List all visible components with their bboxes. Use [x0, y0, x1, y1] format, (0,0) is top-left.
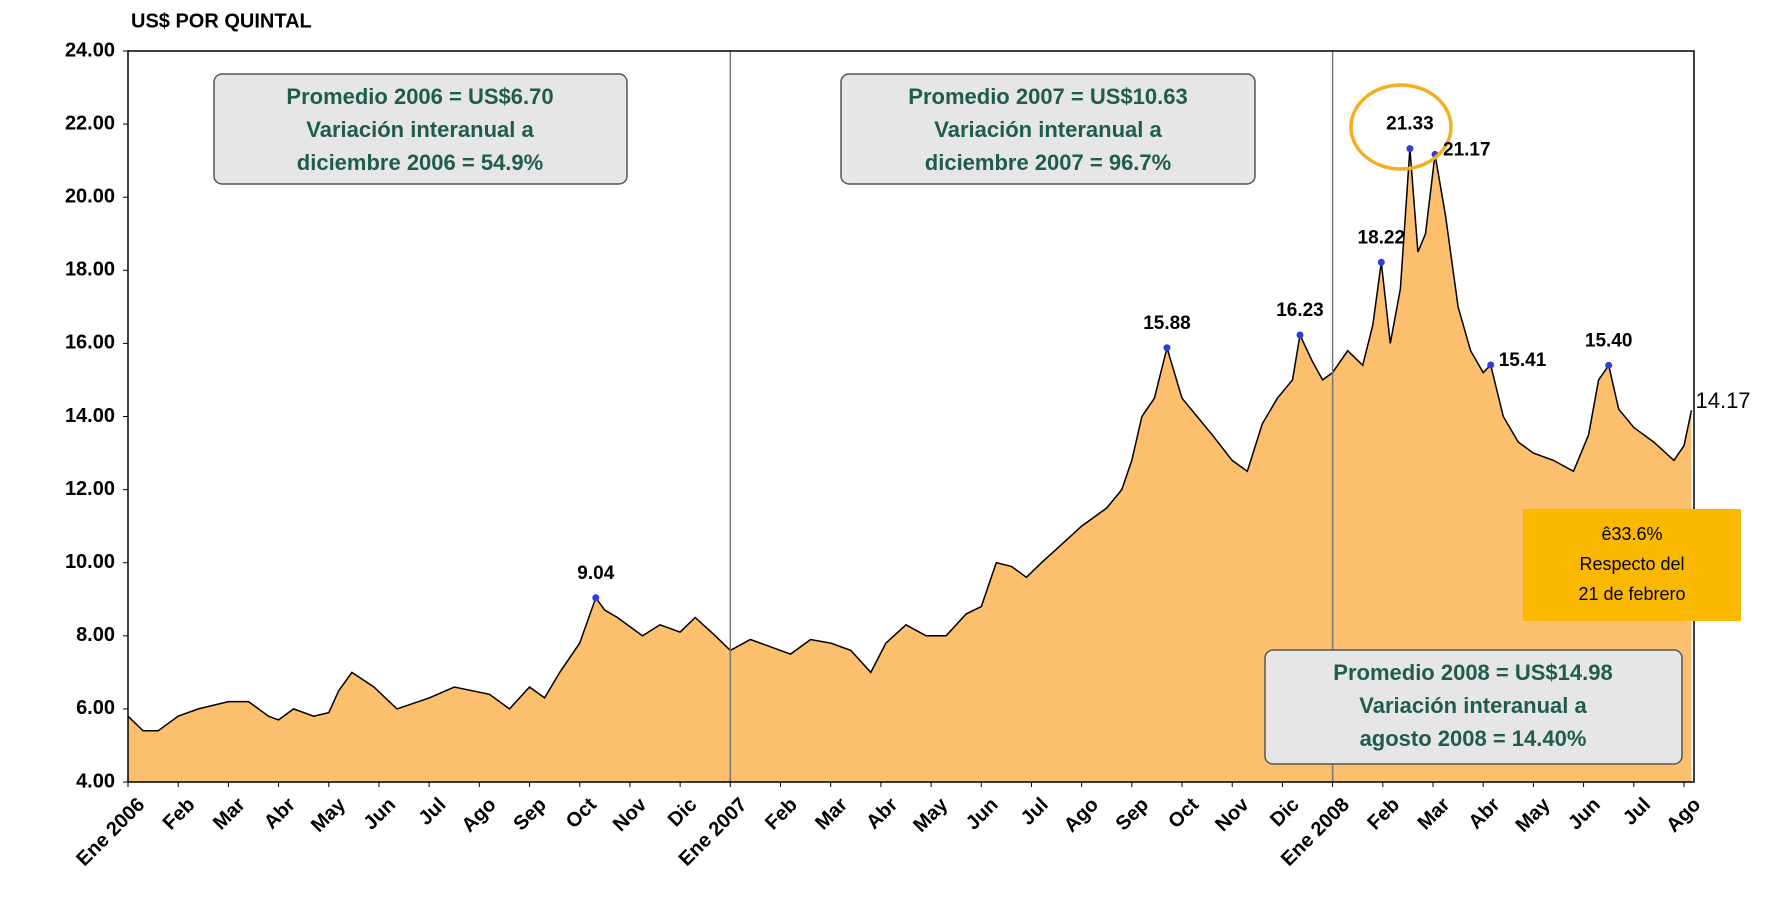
y-tick-label: 24.00: [65, 39, 115, 61]
value-label: 9.04: [577, 563, 614, 584]
y-axis-label: US$ POR QUINTAL: [131, 10, 312, 32]
x-tick-label: Nov: [1211, 793, 1254, 836]
callout-line: 21 de febrero: [1578, 584, 1685, 604]
x-tick-label: Dic: [1266, 794, 1304, 832]
x-tick-label: Jun: [962, 794, 1003, 835]
value-label: 21.17: [1443, 139, 1491, 160]
x-tick-label: Ago: [1662, 794, 1705, 837]
x-tick-label: May: [1512, 793, 1556, 837]
x-tick-label: Mar: [209, 794, 250, 835]
x-tick-label: Sep: [509, 794, 550, 835]
x-tick-label: Mar: [1414, 794, 1455, 835]
y-tick-label: 8.00: [76, 624, 115, 646]
callout-line: ê33.6%: [1601, 524, 1662, 544]
x-tick-label: Ene 2006: [72, 794, 149, 871]
box-line: Variación interanual a: [306, 117, 534, 142]
box-line: diciembre 2006 = 54.9%: [297, 150, 543, 175]
x-tick-label: Abr: [862, 794, 902, 834]
x-tick-label: May: [307, 793, 351, 837]
box-line: Promedio 2006 = US$6.70: [286, 84, 553, 109]
x-tick-label: Oct: [1164, 793, 1203, 832]
x-tick-label: Jul: [414, 794, 450, 830]
x-tick-label: Jul: [1017, 794, 1053, 830]
x-tick-label: Jun: [1564, 794, 1605, 835]
x-tick-label: Mar: [811, 794, 852, 835]
box-line: diciembre 2007 = 96.7%: [925, 150, 1171, 175]
y-tick-label: 22.00: [65, 112, 115, 134]
y-tick-label: 18.00: [65, 259, 115, 281]
x-tick-label: Abr: [1465, 794, 1505, 834]
point-marker: [1163, 344, 1171, 352]
box-line: Promedio 2007 = US$10.63: [908, 84, 1187, 109]
annotation-box: Promedio 2007 = US$10.63 Variación inter…: [840, 73, 1256, 185]
x-tick-label: May: [909, 793, 953, 837]
x-tick-label: Abr: [260, 794, 300, 834]
point-marker: [1296, 331, 1304, 339]
point-marker: [1487, 361, 1495, 369]
box-line: Variación interanual a: [934, 117, 1162, 142]
y-tick-label: 16.00: [65, 332, 115, 354]
callout-box: ê33.6% Respecto del 21 de febrero: [1523, 509, 1741, 621]
area: [128, 148, 1692, 783]
x-tick-label: Ago: [1060, 794, 1103, 837]
y-tick-label: 4.00: [76, 770, 115, 792]
line: [127, 148, 1693, 732]
x-tick-label: Feb: [159, 794, 200, 835]
value-label: 15.88: [1143, 313, 1191, 334]
box-line: agosto 2008 = 14.40%: [1360, 726, 1587, 751]
highlight-circle: [1349, 83, 1453, 171]
x-tick-label: Feb: [761, 794, 802, 835]
annotation-box: Promedio 2006 = US$6.70 Variación intera…: [213, 73, 628, 185]
x-tick-label: Jun: [360, 794, 401, 835]
y-tick-label: 14.00: [65, 405, 115, 427]
point-marker: [1377, 258, 1385, 266]
x-tick-label: Ago: [458, 794, 501, 837]
y-tick-label: 12.00: [65, 478, 115, 500]
value-label: 15.40: [1585, 330, 1633, 351]
point-marker: [1605, 361, 1613, 369]
callout-background: [1523, 509, 1741, 621]
value-label: 16.23: [1276, 300, 1324, 321]
annotation-box: Promedio 2008 = US$14.98 Variación inter…: [1264, 649, 1683, 765]
x-tick-label: Dic: [664, 794, 702, 832]
y-tick-label: 20.00: [65, 185, 115, 207]
point-marker: [592, 594, 600, 602]
y-tick-label: 6.00: [76, 697, 115, 719]
box-background: [213, 73, 628, 185]
x-tick-label: Feb: [1363, 794, 1404, 835]
point-marker: [1406, 145, 1414, 153]
y-tick-label: 10.00: [65, 551, 115, 573]
x-tick-label: Jul: [1619, 794, 1655, 830]
box-line: Promedio 2008 = US$14.98: [1333, 660, 1612, 685]
value-label: 14.17: [1695, 388, 1750, 413]
value-label: 15.41: [1499, 350, 1547, 371]
value-label: 21.33: [1386, 114, 1434, 135]
value-label: 18.22: [1358, 227, 1406, 248]
box-line: Variación interanual a: [1359, 693, 1587, 718]
x-tick-label: Oct: [562, 793, 601, 832]
box-background: [1264, 649, 1683, 765]
callout-line: Respecto del: [1579, 554, 1684, 574]
x-tick-label: Nov: [609, 793, 652, 836]
x-tick-label: Sep: [1112, 794, 1153, 835]
box-background: [840, 73, 1256, 185]
